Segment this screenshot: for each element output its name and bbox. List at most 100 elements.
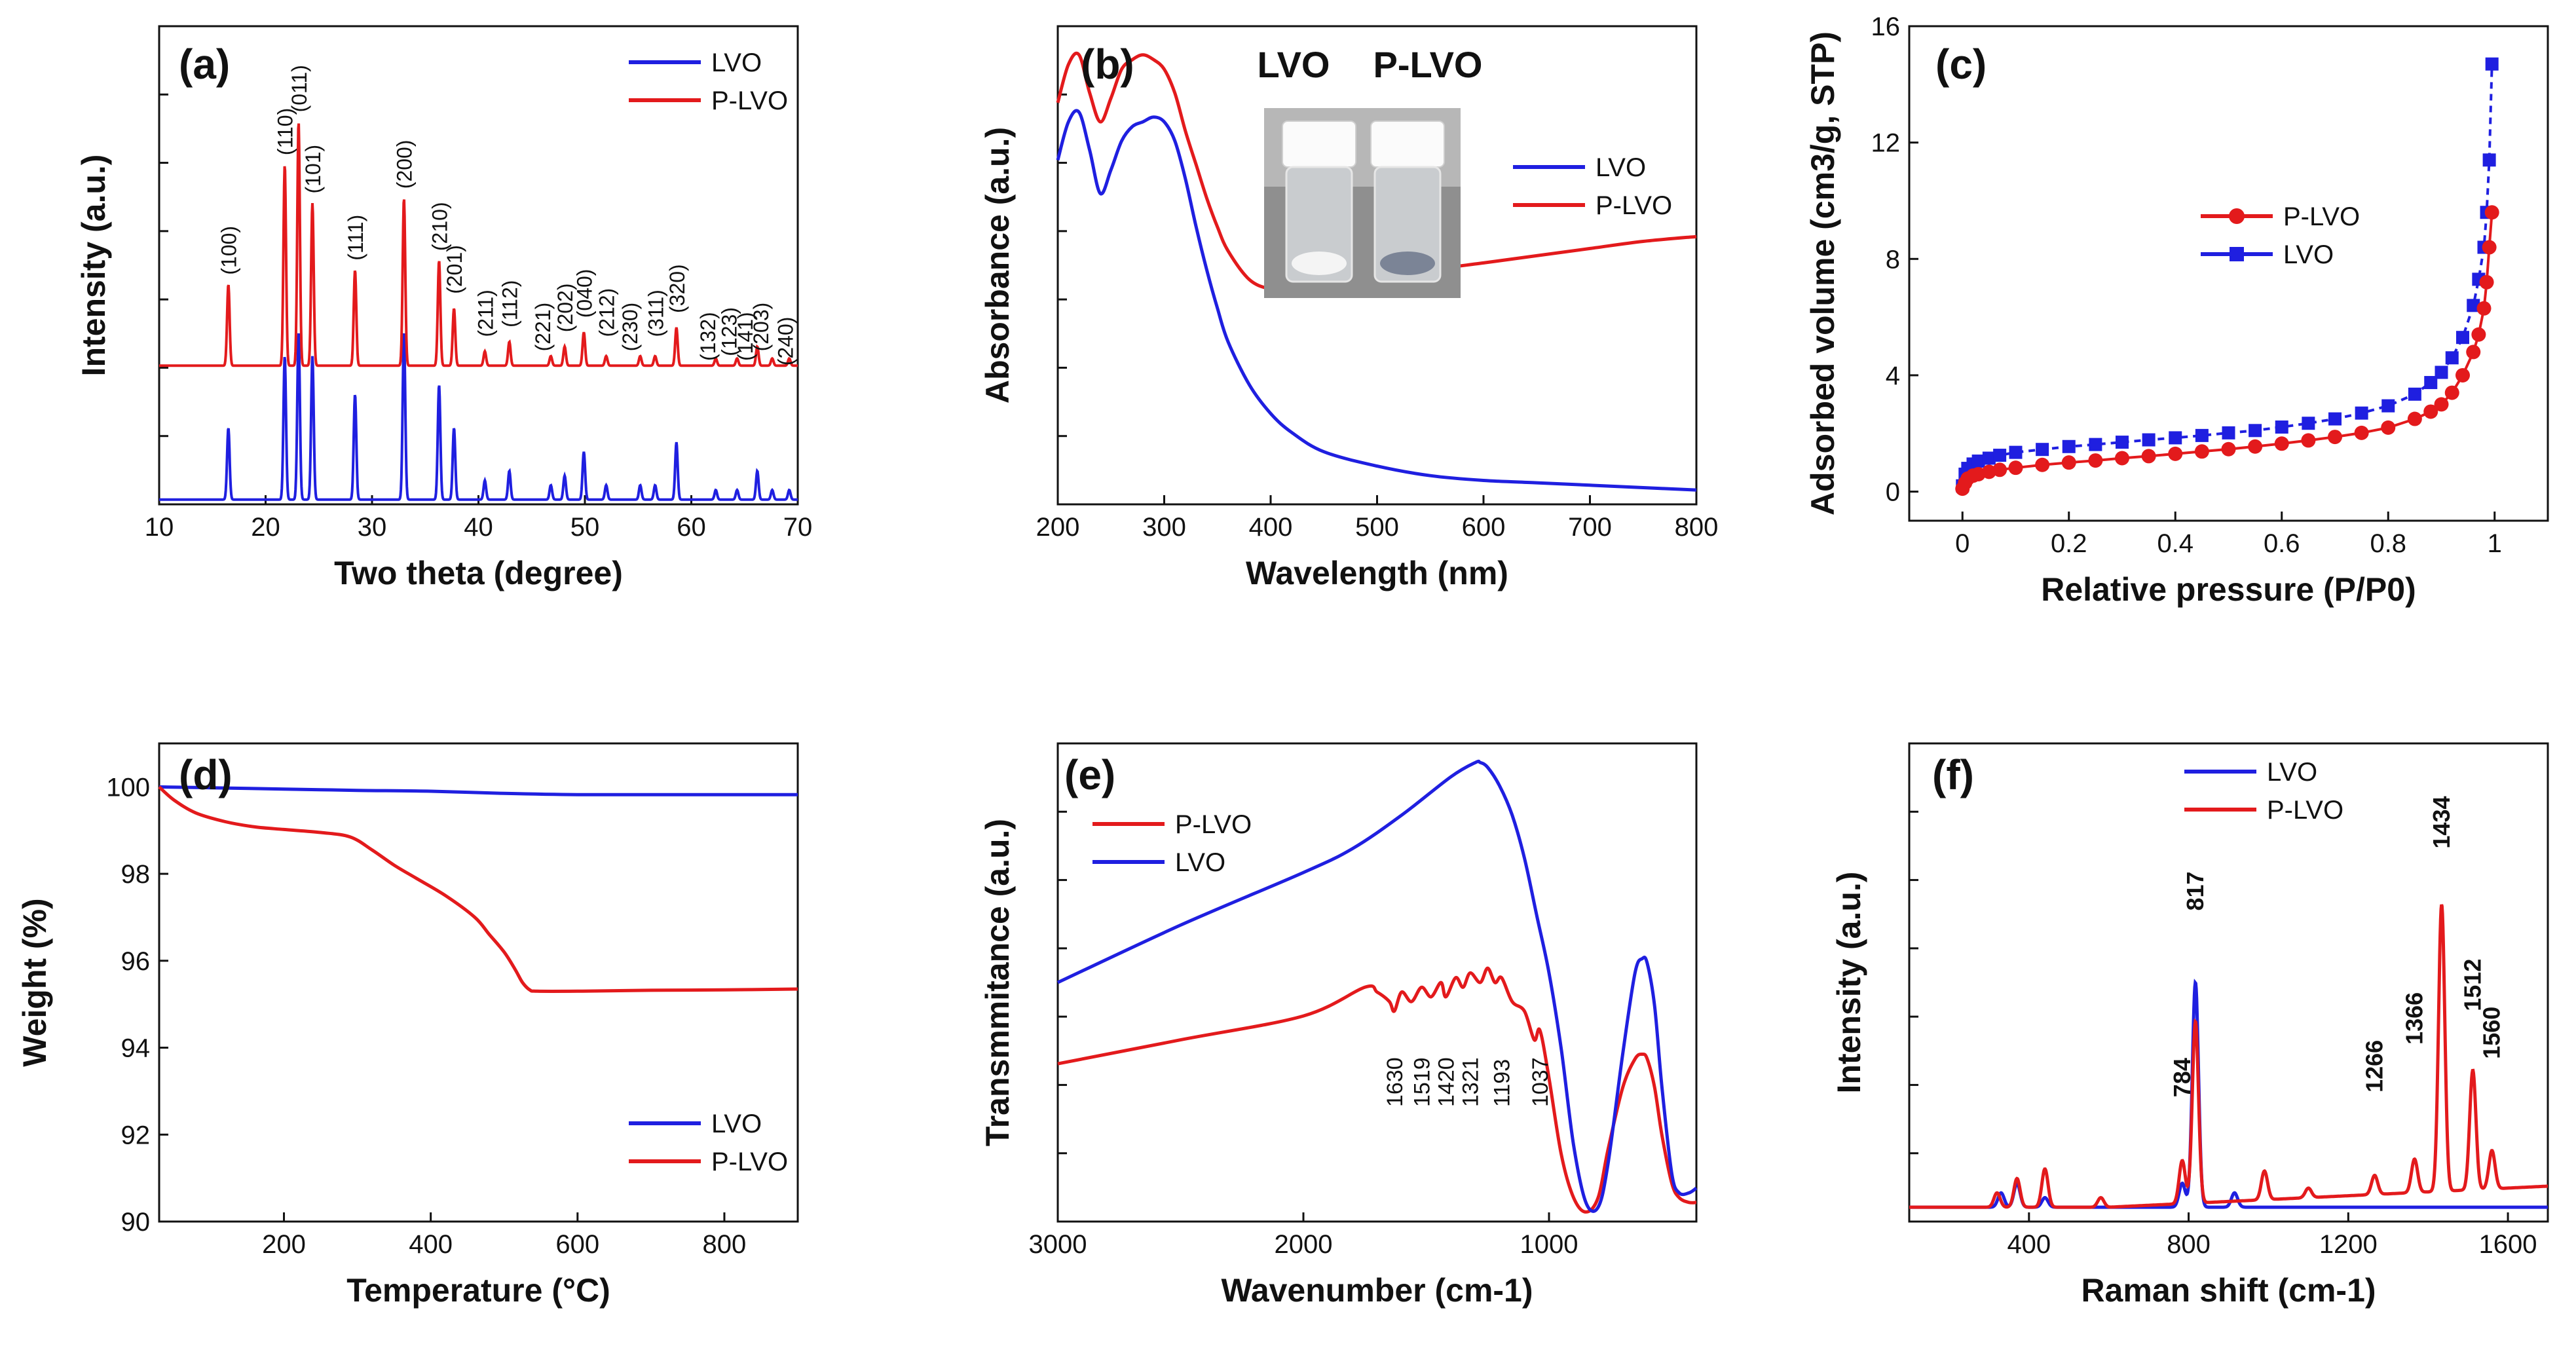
peak-annotation: (011) [288,65,311,112]
data-point-lvo [2408,387,2421,401]
data-point-lvo [1971,454,1985,468]
x-tick-label: 10 [145,513,174,542]
x-axis-label: Two theta (degree) [334,555,623,591]
data-point-lvo [2302,417,2315,430]
legend-label-lvo: LVO [2283,240,2334,269]
y-tick-label: 98 [121,860,151,889]
panel-label: (a) [179,41,230,88]
series-line-p-lvo [1909,904,2548,1209]
y-axis-label: Intensity (a.u.) [1831,872,1867,1094]
data-point-lvo [2036,443,2049,457]
data-point-lvo [2435,365,2448,379]
x-tick-label: 1000 [1520,1230,1578,1259]
legend-label-p-lvo: P-LVO [711,86,788,115]
panel-label: (d) [179,751,233,798]
peak-annotation: 1266 [2361,1040,2388,1093]
x-tick-label: 600 [1462,513,1506,542]
peak-annotation: 1366 [2400,992,2427,1045]
panel-c: 0 0.2 0.4 0.6 0.8 1 0 4 8 12 16 Relative pressure (… [1804,12,2549,608]
peak-annotation: (210) [428,202,451,251]
panel-label: (e) [1064,751,1115,798]
peak-annotation: (111) [344,215,367,261]
data-point-p-lvo [2194,444,2209,459]
peak-annotation: 1193 [1490,1059,1515,1107]
data-point-lvo [2062,439,2076,453]
panel-a: 10 20 30 40 50 60 70 (100) (110)(011) (101) (111) (… [75,25,813,591]
data-point-lvo [1993,449,2007,462]
x-tick-label: 60 [677,513,706,542]
series-line-lvo [1909,979,2548,1209]
data-point-p-lvo [2088,453,2103,468]
plot-frame [1056,742,1698,1223]
y-tick-label: 4 [1886,362,1900,390]
peak-annotation: 1037 [1528,1057,1553,1107]
vial-cap [1370,121,1445,168]
data-point-lvo [1982,451,1996,465]
peak-annotation: (320) [665,264,689,313]
data-point-lvo [2467,299,2480,312]
x-tick-label: 400 [409,1230,453,1259]
peak-annotation: 1519 [1409,1057,1434,1107]
legend-label-p-lvo: P-LVO [1175,810,1252,839]
series-line-lvo [1056,759,1698,1213]
peak-annotation: 1321 [1459,1057,1484,1107]
data-point-lvo [2222,426,2235,439]
x-tick-label: 600 [555,1230,599,1259]
x-tick-label: 0.4 [2157,529,2193,558]
x-axis-label: Temperature (°C) [346,1272,610,1309]
data-point-p-lvo [2301,433,2316,448]
data-point-lvo [2485,57,2499,71]
data-point-lvo [2169,431,2182,445]
data-point-lvo [2381,399,2395,413]
series-line-lvo [159,333,798,501]
legend-label-lvo: LVO [2267,758,2317,787]
x-tick-label: 1200 [2319,1230,2378,1259]
data-point-lvo [2249,424,2262,438]
peak-annotation: (141) [734,312,757,361]
panel-b: 200 300 400 500 600 700 800 Wavelength (nm) Abso… [979,25,1718,591]
photo-label-plvo: P-LVO [1373,44,1483,85]
legend-label-lvo: LVO [1596,153,1646,182]
x-tick-label: 50 [570,513,600,542]
panel-label: (f) [1932,751,1974,798]
data-point-p-lvo [2221,441,2236,457]
x-tick-label: 70 [783,513,813,542]
x-tick-label: 200 [1036,513,1080,542]
legend-label-p-lvo: P-LVO [2267,796,2343,825]
y-tick-label: 8 [1886,245,1900,274]
legend-label-p-lvo: P-LVO [2283,202,2360,231]
peak-annotation: (132) [696,312,720,361]
data-point-p-lvo [2479,274,2494,290]
y-tick-label: 90 [121,1208,151,1237]
y-axis-label: Intensity (a.u.) [75,155,112,377]
data-point-p-lvo [1981,464,1996,479]
data-point-p-lvo [2008,460,2023,476]
y-tick-label: 16 [1871,12,1901,41]
series-line-p-lvo [158,785,798,993]
data-point-p-lvo [2476,301,2492,316]
vial-cap [1282,121,1356,168]
peak-annotation: 817 [2182,871,2209,910]
y-tick-label: 12 [1871,129,1901,158]
x-tick-label: 400 [2007,1230,2051,1259]
x-tick-label: 400 [1249,513,1293,542]
peak-annotation: (221) [531,303,555,352]
plot-frame [1908,742,2549,1223]
peak-annotation: (201) [443,245,466,294]
legend-marker [2229,208,2245,224]
x-tick-label: 0 [1955,529,1969,558]
x-tick-label: 800 [2167,1230,2211,1259]
peak-annotation: (203) [749,303,773,352]
data-point-p-lvo [2484,205,2499,220]
data-point-p-lvo [2482,240,2497,255]
data-point-p-lvo [2115,451,2129,466]
x-tick-label: 3000 [1029,1230,1087,1259]
peak-annotation: (040) [572,269,596,318]
x-tick-label: 800 [703,1230,747,1259]
peak-annotation: (240) [774,317,798,366]
data-point-lvo [2355,406,2368,420]
legend-label-p-lvo: P-LVO [711,1148,788,1176]
data-point-p-lvo [2354,425,2369,440]
peak-annotation: (110) [274,108,297,155]
legend-label-p-lvo: P-LVO [1596,191,1672,220]
